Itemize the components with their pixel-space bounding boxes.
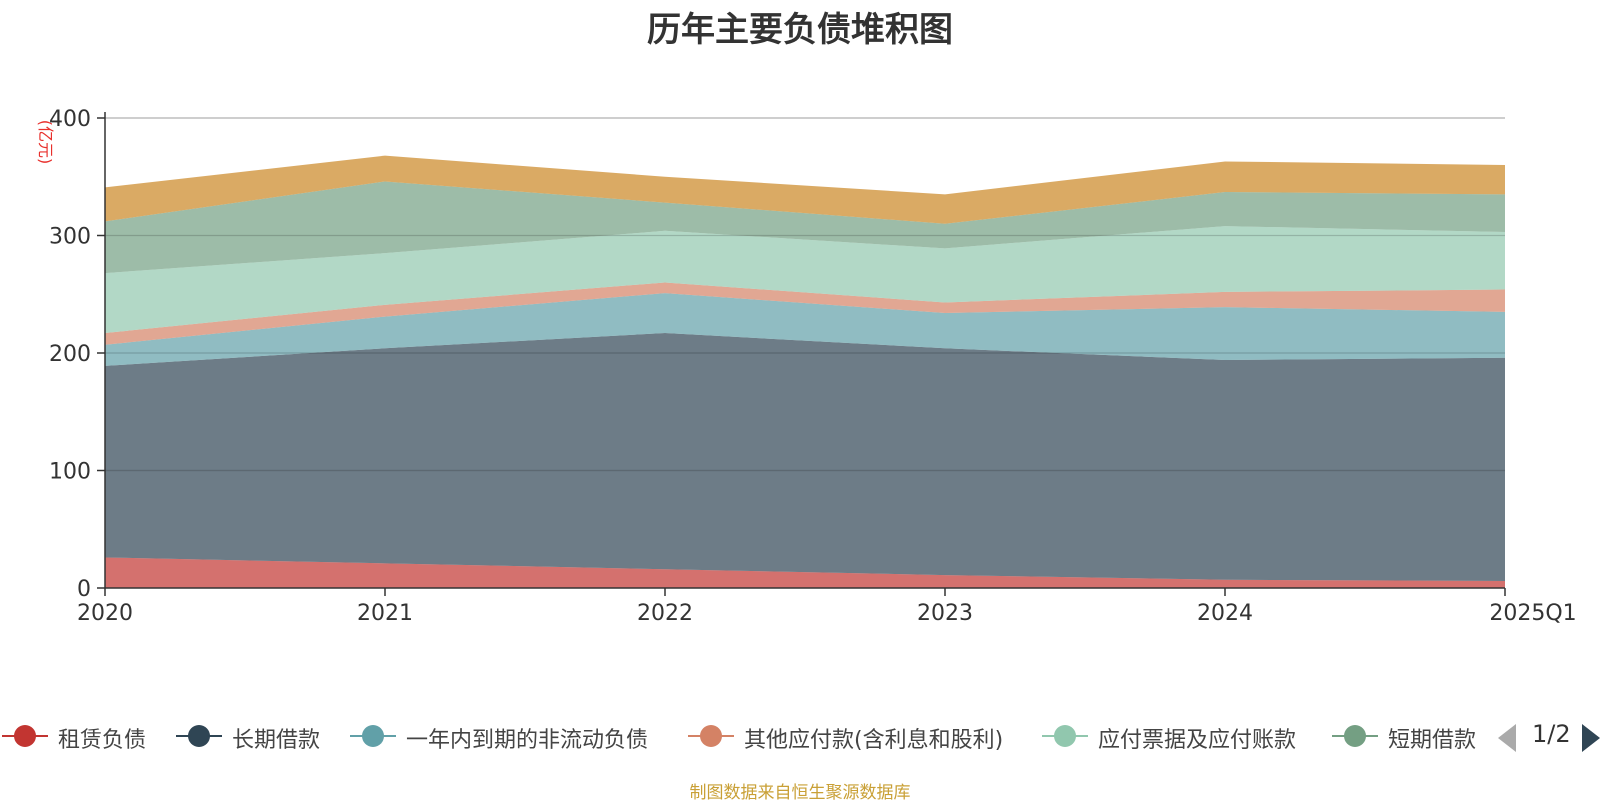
x-tick-label-2024: 2024	[1197, 601, 1253, 626]
legend-swatch-icon	[1042, 725, 1088, 747]
chart-title: 历年主要负债堆积图	[647, 10, 953, 50]
y-tick-label-200: 200	[49, 342, 91, 367]
y-axis-unit-label: (亿元)	[36, 120, 55, 165]
x-tick-label-2023: 2023	[917, 601, 973, 626]
area-series-5	[105, 181, 1505, 274]
legend-pager: 1/2	[1498, 716, 1600, 756]
legend-label: 长期借款	[232, 728, 321, 753]
legend: 租赁负债 长期借款 一年内到期的非流动负债 其他应付款(含利息和股利) 应付票据及应付账…	[0, 716, 1600, 756]
area-series-0	[105, 557, 1505, 588]
y-tick-label-0: 0	[77, 577, 91, 602]
x-tick-label-2021: 2021	[357, 601, 413, 626]
legend-label: 其他应付款(含利息和股利)	[744, 728, 1004, 753]
legend-items: 租赁负债 长期借款 一年内到期的非流动负债 其他应付款(含利息和股利) 应付票据及应付账…	[0, 716, 1480, 756]
y-tick-label-100: 100	[49, 460, 91, 485]
area-series-6	[105, 155, 1505, 224]
legend-label: 一年内到期的非流动负债	[406, 728, 649, 753]
legend-swatch-icon	[688, 725, 734, 747]
legend-label: 短期借款	[1388, 728, 1477, 753]
axis-labels: 0 100 200 300 400 2020 2021 2022 2023 2024 2025Q1 (…	[36, 107, 1577, 626]
area-series-2	[105, 293, 1505, 366]
axes	[97, 112, 1506, 596]
x-tick-label-2022: 2022	[637, 601, 693, 626]
y-tick-label-400: 400	[49, 107, 91, 132]
legend-prev-arrow-icon[interactable]	[1498, 724, 1516, 752]
legend-swatch-icon	[2, 725, 48, 747]
area-series	[105, 155, 1505, 588]
legend-label: 租赁负债	[58, 728, 147, 753]
legend-page-indicator: 1/2	[1532, 720, 1571, 748]
legend-swatch-icon	[1332, 725, 1378, 747]
legend-swatch-icon	[350, 725, 396, 747]
y-tick-label-300: 300	[49, 225, 91, 250]
legend-next-arrow-icon[interactable]	[1582, 724, 1600, 752]
legend-swatch-icon	[176, 725, 222, 747]
x-tick-label-2020: 2020	[77, 601, 133, 626]
area-series-1	[105, 333, 1505, 581]
x-tick-label-2025Q1: 2025Q1	[1489, 601, 1576, 626]
area-series-4	[105, 226, 1505, 334]
area-series-3	[105, 282, 1505, 345]
stacked-area-chart: 0 100 200 300 400 2020 2021 2022 2023 2024 2025Q1 (…	[36, 107, 1577, 626]
legend-label: 应付票据及应付账款	[1098, 728, 1297, 753]
source-footer: 制图数据来自恒生聚源数据库	[689, 783, 911, 803]
